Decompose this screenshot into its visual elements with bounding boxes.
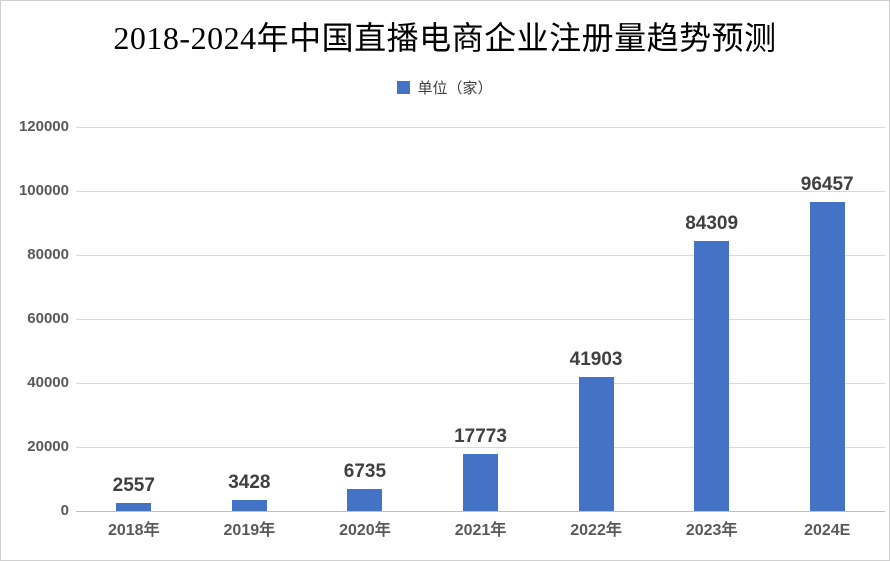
y-gridline (76, 127, 885, 128)
bar-2021年 (463, 454, 498, 511)
x-axis-tick-label: 2023年 (685, 522, 738, 539)
bar-2018年 (116, 502, 152, 511)
x-axis-tick-label: 2024E (804, 522, 851, 539)
y-axis-tick-label: 60000 (27, 310, 69, 327)
bar-value-label: 41903 (569, 348, 623, 370)
y-axis-tick-label: 100000 (18, 182, 69, 199)
x-axis-tick-label: 2018年 (107, 522, 160, 539)
y-gridline (76, 319, 885, 320)
y-axis-tick-label: 40000 (27, 374, 69, 391)
chart-title: 2018-2024年中国直播电商企业注册量趋势预测 (113, 20, 777, 56)
y-gridline (76, 383, 885, 384)
bar-value-label: 96457 (800, 174, 854, 196)
bar-2022年 (578, 376, 614, 511)
legend-marker-icon (397, 81, 411, 94)
bar-2024E (809, 202, 845, 511)
bar-value-label: 3428 (228, 472, 271, 494)
x-axis-tick-label: 2021年 (454, 522, 507, 539)
y-axis-tick-label: 0 (60, 502, 69, 519)
bar-value-label: 84309 (685, 213, 739, 235)
y-axis-tick-label: 120000 (18, 118, 69, 135)
legend-label: 单位（家） (417, 80, 493, 97)
y-gridline (76, 447, 885, 448)
bar-2023年 (694, 241, 730, 511)
bar-value-label: 17773 (454, 426, 507, 448)
x-axis-tick-label: 2022年 (570, 522, 622, 539)
y-axis-tick-label: 80000 (27, 246, 69, 263)
y-axis-tick-label: 20000 (27, 438, 69, 455)
x-axis-tick-label: 2020年 (339, 522, 391, 539)
x-axis-tick-label: 2019年 (223, 522, 276, 539)
x-axis-line (76, 511, 885, 512)
y-gridline (76, 255, 885, 256)
legend: 单位（家） (1, 77, 889, 98)
bar-value-label: 2557 (112, 474, 155, 496)
bar-value-label: 6735 (343, 461, 387, 483)
bar-2019年 (231, 500, 267, 511)
bar-2020年 (347, 489, 383, 511)
y-gridline (76, 191, 885, 192)
